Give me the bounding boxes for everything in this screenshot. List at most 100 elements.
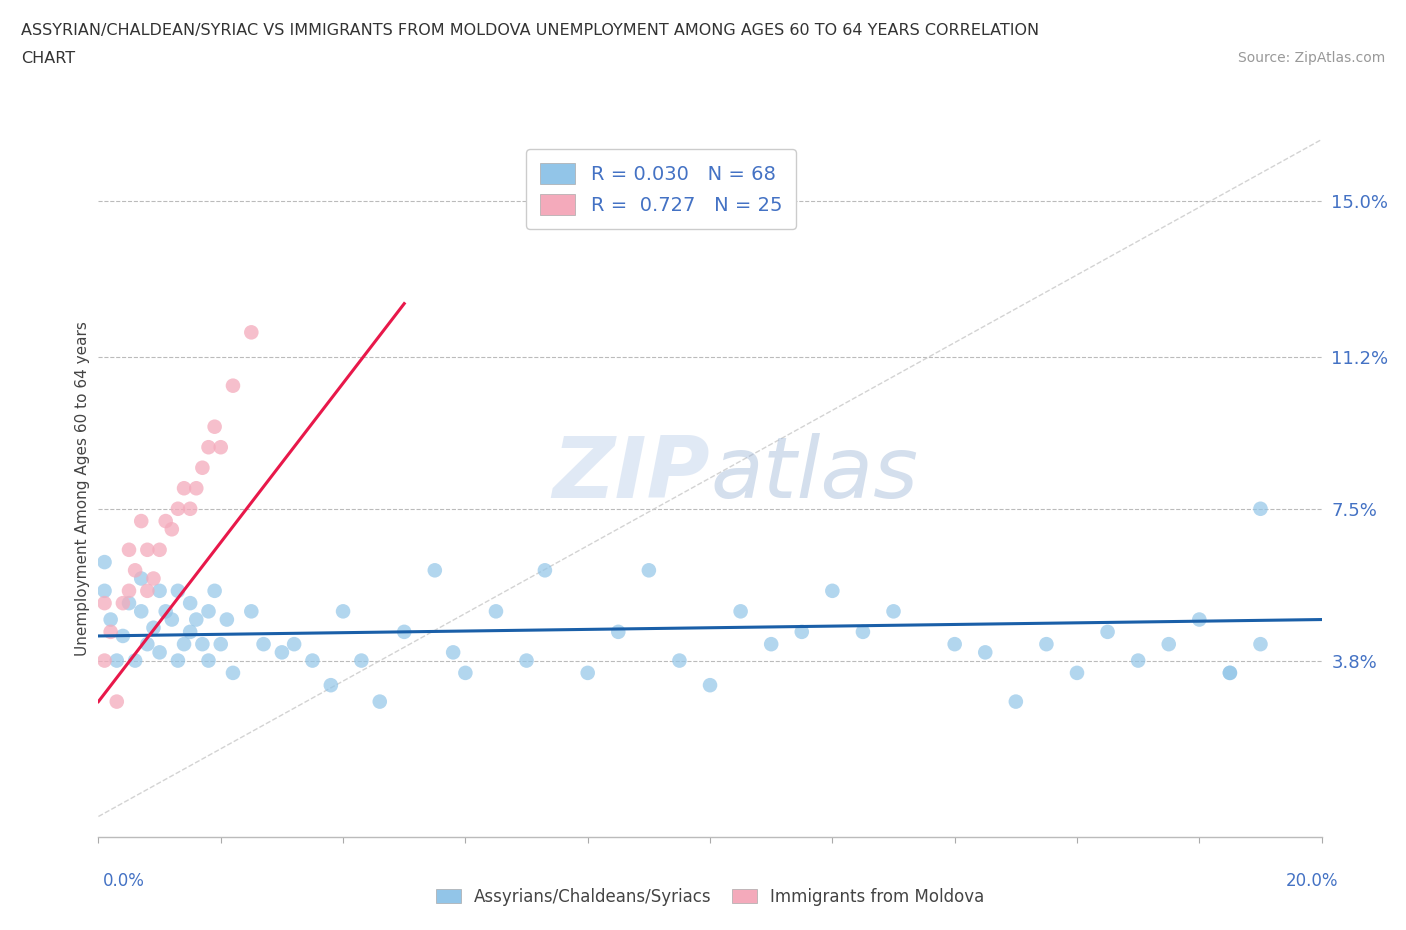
Point bbox=[1249, 637, 1271, 652]
Point bbox=[173, 637, 195, 652]
Point bbox=[240, 325, 263, 339]
Point bbox=[197, 440, 219, 455]
Point bbox=[1249, 501, 1271, 516]
Point bbox=[167, 501, 190, 516]
Point bbox=[270, 644, 292, 659]
Point bbox=[100, 624, 122, 639]
Point bbox=[105, 653, 128, 668]
Point bbox=[1097, 624, 1119, 639]
Point bbox=[637, 563, 661, 578]
Point bbox=[790, 624, 813, 639]
Point bbox=[129, 571, 152, 586]
Point bbox=[1188, 612, 1211, 627]
Point bbox=[129, 604, 152, 618]
Point bbox=[392, 624, 416, 639]
Point bbox=[167, 653, 190, 668]
Point bbox=[1219, 666, 1241, 681]
Point bbox=[111, 596, 134, 611]
Point bbox=[93, 653, 115, 668]
Point bbox=[100, 612, 122, 627]
Point bbox=[209, 440, 232, 455]
Point bbox=[129, 513, 152, 528]
Point bbox=[350, 653, 373, 668]
Point bbox=[118, 542, 141, 557]
Point bbox=[186, 612, 208, 627]
Point bbox=[142, 571, 165, 586]
Point bbox=[222, 666, 245, 681]
Point bbox=[93, 554, 115, 569]
Point bbox=[441, 644, 464, 659]
Point bbox=[730, 604, 752, 618]
Point bbox=[943, 637, 966, 652]
Point bbox=[179, 596, 201, 611]
Point bbox=[111, 629, 134, 644]
Point bbox=[118, 596, 141, 611]
Point bbox=[136, 542, 159, 557]
Point bbox=[1004, 694, 1026, 709]
Point bbox=[576, 666, 599, 681]
Text: 20.0%: 20.0% bbox=[1286, 872, 1339, 890]
Point bbox=[485, 604, 508, 618]
Point bbox=[852, 624, 875, 639]
Point bbox=[516, 653, 538, 668]
Point bbox=[1128, 653, 1150, 668]
Point bbox=[252, 637, 274, 652]
Point bbox=[204, 419, 226, 434]
Point bbox=[699, 678, 721, 693]
Point bbox=[607, 624, 630, 639]
Text: ASSYRIAN/CHALDEAN/SYRIAC VS IMMIGRANTS FROM MOLDOVA UNEMPLOYMENT AMONG AGES 60 T: ASSYRIAN/CHALDEAN/SYRIAC VS IMMIGRANTS F… bbox=[21, 23, 1039, 38]
Point bbox=[191, 637, 214, 652]
Point bbox=[283, 637, 305, 652]
Text: ZIP: ZIP bbox=[553, 432, 710, 516]
Point bbox=[93, 583, 115, 598]
Point bbox=[974, 644, 997, 659]
Y-axis label: Unemployment Among Ages 60 to 64 years: Unemployment Among Ages 60 to 64 years bbox=[75, 321, 90, 656]
Point bbox=[301, 653, 323, 668]
Point bbox=[423, 563, 446, 578]
Point bbox=[124, 653, 146, 668]
Point bbox=[136, 583, 159, 598]
Point bbox=[124, 563, 146, 578]
Point bbox=[179, 624, 201, 639]
Point bbox=[160, 522, 183, 537]
Point bbox=[149, 542, 172, 557]
Point bbox=[93, 596, 115, 611]
Point bbox=[118, 583, 141, 598]
Text: CHART: CHART bbox=[21, 51, 75, 66]
Point bbox=[883, 604, 905, 618]
Point bbox=[197, 604, 219, 618]
Point bbox=[240, 604, 263, 618]
Point bbox=[142, 620, 165, 635]
Legend: Assyrians/Chaldeans/Syriacs, Immigrants from Moldova: Assyrians/Chaldeans/Syriacs, Immigrants … bbox=[429, 881, 991, 912]
Point bbox=[1219, 666, 1241, 681]
Point bbox=[319, 678, 342, 693]
Text: atlas: atlas bbox=[710, 432, 918, 516]
Point bbox=[821, 583, 844, 598]
Point bbox=[149, 644, 172, 659]
Point bbox=[332, 604, 354, 618]
Point bbox=[759, 637, 782, 652]
Point bbox=[191, 460, 214, 475]
Point bbox=[1035, 637, 1057, 652]
Point bbox=[186, 481, 208, 496]
Point bbox=[454, 666, 477, 681]
Text: 0.0%: 0.0% bbox=[103, 872, 145, 890]
Point bbox=[209, 637, 232, 652]
Point bbox=[167, 583, 190, 598]
Point bbox=[222, 379, 245, 393]
Point bbox=[155, 604, 177, 618]
Point bbox=[173, 481, 195, 496]
Point bbox=[1157, 637, 1180, 652]
Point bbox=[1066, 666, 1088, 681]
Point bbox=[179, 501, 201, 516]
Point bbox=[368, 694, 391, 709]
Point bbox=[197, 653, 219, 668]
Point bbox=[155, 513, 177, 528]
Point bbox=[136, 637, 159, 652]
Point bbox=[204, 583, 226, 598]
Point bbox=[160, 612, 183, 627]
Point bbox=[668, 653, 690, 668]
Point bbox=[534, 563, 557, 578]
Point bbox=[215, 612, 238, 627]
Text: Source: ZipAtlas.com: Source: ZipAtlas.com bbox=[1237, 51, 1385, 65]
